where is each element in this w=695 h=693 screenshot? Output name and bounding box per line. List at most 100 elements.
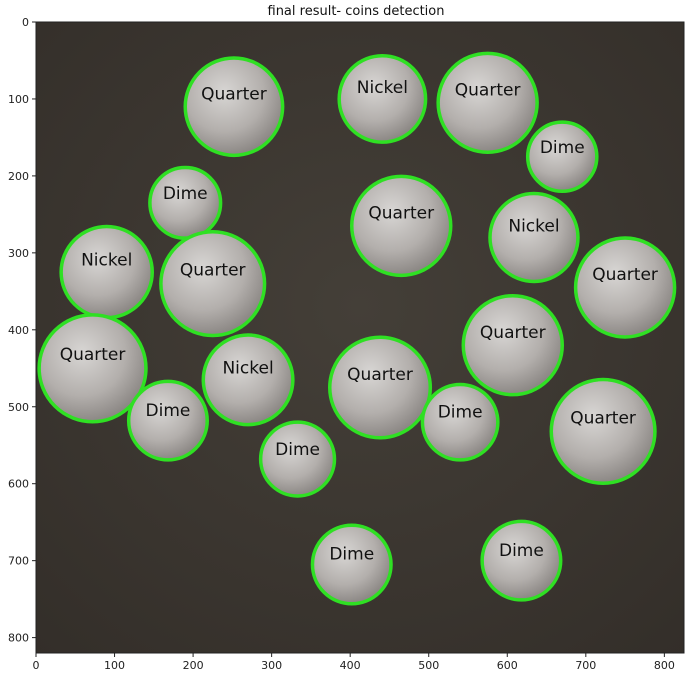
coin-label: Dime — [438, 403, 483, 423]
y-tick-label: 0 — [22, 16, 29, 29]
coin-label: Dime — [329, 545, 374, 565]
coin-label: Quarter — [570, 408, 636, 428]
coin-detection: Dime — [148, 165, 223, 240]
coin-label: Quarter — [60, 345, 126, 365]
coin-body — [490, 194, 577, 281]
coin-detection: Nickel — [488, 191, 580, 284]
coin-body — [313, 526, 391, 603]
detection-circle — [420, 382, 500, 462]
coin-label: Nickel — [508, 216, 559, 236]
y-tick-label: 200 — [8, 170, 29, 183]
detection-circle — [480, 519, 563, 602]
detection-circle — [573, 236, 677, 339]
figure-title: final result- coins detection — [268, 4, 445, 19]
coin-label: Quarter — [347, 365, 413, 385]
coin-body — [261, 423, 334, 495]
coin-label: Dime — [146, 401, 191, 421]
y-tick-label: 100 — [8, 93, 29, 106]
coin-label: Nickel — [357, 78, 408, 98]
x-axis: 0 100 200 300 400 500 600 700 800 — [33, 653, 675, 672]
y-tick-label: 300 — [8, 247, 29, 260]
coin-label: Nickel — [81, 251, 132, 271]
y-tick-label: 600 — [8, 478, 29, 491]
coin-detection: Dime — [420, 382, 500, 462]
coin-detection: Quarter — [350, 174, 453, 278]
detection-circle — [159, 230, 267, 338]
detection-circle — [126, 379, 209, 462]
coin-body — [204, 336, 292, 424]
coin-detection: Quarter — [461, 293, 565, 397]
x-tick-label: 800 — [654, 659, 675, 672]
coin-detection: Nickel — [59, 224, 154, 320]
coin-detection: Dime — [480, 519, 563, 602]
coin-detection: Quarter — [549, 377, 657, 485]
plot-frame — [35, 21, 685, 654]
coin-body — [439, 54, 537, 152]
coin-label: Quarter — [368, 204, 434, 224]
coin-detection: Quarter — [183, 56, 285, 158]
coin-body — [150, 168, 220, 238]
coin-body — [464, 296, 562, 394]
coin-body — [423, 385, 497, 459]
coin-body — [352, 177, 450, 275]
coin-body — [552, 380, 654, 483]
detection-circle — [258, 420, 337, 498]
detection-circle — [337, 54, 428, 144]
detection-circle — [350, 174, 453, 278]
coin-label: Quarter — [480, 323, 546, 343]
coin-detection: Dime — [525, 120, 599, 193]
coin-detection: Nickel — [337, 54, 428, 144]
coin-detection: Dime — [310, 523, 393, 606]
coin-label: Dime — [540, 138, 585, 158]
detection-circle — [488, 191, 580, 284]
coin-body — [340, 56, 425, 142]
coin-label: Dime — [499, 541, 544, 561]
x-tick-label: 0 — [33, 659, 40, 672]
detection-circle — [461, 293, 565, 397]
coin-detection: Quarter — [436, 51, 539, 155]
coin-detection: Quarter — [573, 236, 677, 339]
coins-layer: Quarter Nickel Quarter Dime Dime Quarter Nicke… — [37, 51, 677, 606]
coin-detection: Nickel — [201, 333, 295, 427]
coin-body — [129, 382, 207, 459]
detection-circle — [436, 51, 539, 155]
y-tick-label: 400 — [8, 324, 29, 337]
y-tick-label: 500 — [8, 401, 29, 414]
x-tick-label: 300 — [261, 659, 282, 672]
x-tick-label: 200 — [183, 659, 204, 672]
y-tick-label: 700 — [8, 555, 29, 568]
coin-detection: Quarter — [328, 335, 433, 440]
coin-body — [483, 522, 560, 599]
coin-label: Quarter — [592, 265, 658, 285]
coin-body — [62, 227, 152, 317]
detection-circle — [549, 377, 657, 485]
y-tick-label: 800 — [8, 632, 29, 645]
coin-detection: Quarter — [37, 313, 148, 424]
coin-body — [186, 58, 282, 155]
x-tick-label: 100 — [104, 659, 125, 672]
coin-label: Quarter — [201, 84, 267, 104]
x-tick-label: 600 — [497, 659, 518, 672]
coin-label: Dime — [275, 440, 320, 460]
coin-body — [161, 232, 264, 335]
detection-circle — [310, 523, 393, 606]
coin-label: Dime — [163, 184, 208, 204]
coin-detection: Quarter — [159, 230, 267, 338]
coin-body — [576, 238, 674, 336]
coin-label: Quarter — [180, 261, 246, 281]
detection-circle — [328, 335, 433, 440]
coin-label: Quarter — [455, 80, 521, 100]
detection-circle — [201, 333, 295, 427]
x-tick-label: 700 — [575, 659, 596, 672]
detection-circle — [525, 120, 599, 193]
coin-label: Nickel — [222, 359, 273, 379]
x-tick-label: 500 — [418, 659, 439, 672]
coin-detection: Dime — [126, 379, 209, 462]
x-tick-label: 400 — [340, 659, 361, 672]
coin-body — [528, 123, 596, 191]
detection-circle — [37, 313, 148, 424]
coin-body — [40, 315, 145, 421]
coin-body — [330, 338, 430, 437]
detection-circle — [183, 56, 285, 158]
